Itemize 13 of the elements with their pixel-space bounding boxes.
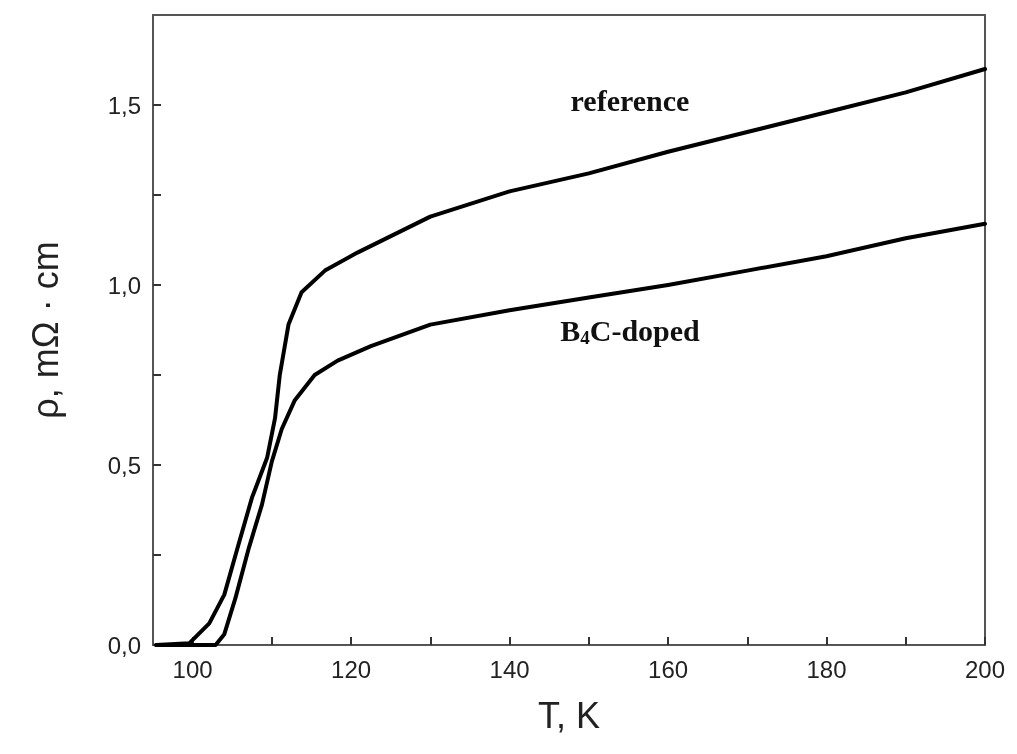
annotation: reference <box>570 83 690 117</box>
y-tick-label: 1,0 <box>107 271 141 299</box>
x-tick-label: 120 <box>331 655 372 683</box>
x-axis-title: T, K <box>537 694 601 736</box>
x-tick-label: 160 <box>648 655 689 683</box>
y-axis-title: ρ, mΩ · cm <box>24 241 66 419</box>
y-tick-label: 1,5 <box>107 91 141 119</box>
x-tick-label: 200 <box>964 655 1006 683</box>
y-tick-label: 0,0 <box>107 631 141 659</box>
x-tick-label: 180 <box>806 655 847 683</box>
y-tick-label: 0,5 <box>107 451 141 479</box>
x-tick-label: 100 <box>172 655 213 683</box>
x-tick-label: 140 <box>489 655 530 683</box>
